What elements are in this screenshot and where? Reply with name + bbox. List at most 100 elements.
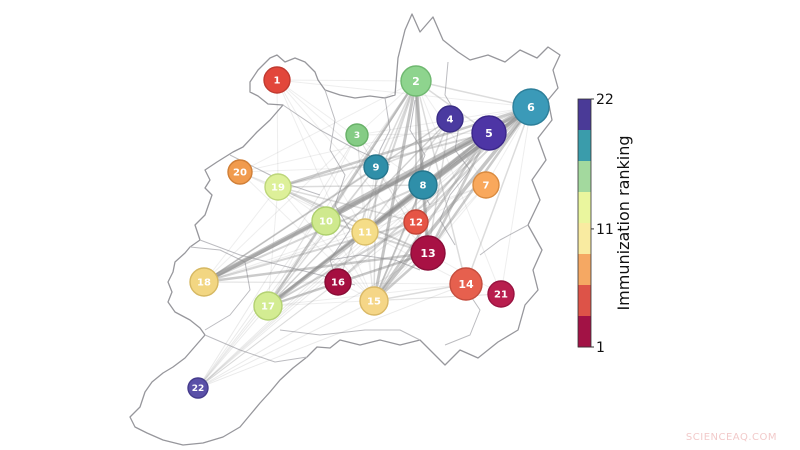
edge-22-14	[197, 283, 467, 389]
edge-7-18	[203, 184, 487, 283]
edge-16-2	[337, 80, 417, 283]
node-19[interactable]: 19	[264, 173, 292, 201]
edge-1-15	[276, 79, 375, 302]
node-circle-18[interactable]	[189, 267, 219, 297]
node-1[interactable]: 1	[263, 66, 291, 94]
edge-19-13	[277, 186, 429, 254]
node-circle-8[interactable]	[408, 170, 438, 200]
node-8[interactable]: 8	[408, 170, 438, 200]
edge-22-12	[197, 221, 417, 389]
edge-21-2	[415, 80, 502, 295]
edge-11-18	[203, 231, 366, 283]
edge-22-13	[197, 252, 429, 389]
node-circle-1[interactable]	[263, 66, 291, 94]
node-circle-6[interactable]	[512, 88, 550, 126]
node-13[interactable]: 13	[410, 235, 446, 271]
edge-5-13	[426, 132, 491, 254]
edge-1-2	[276, 79, 417, 82]
node-circle-14[interactable]	[449, 267, 483, 301]
colorbar-tick-label-22: 22	[596, 92, 614, 108]
node-circle-3[interactable]	[345, 123, 369, 147]
node-circle-12[interactable]	[403, 209, 429, 235]
node-label-18: 18	[197, 278, 211, 289]
node-20[interactable]: 20	[227, 159, 253, 185]
node-14[interactable]: 14	[449, 267, 483, 301]
edge-21-15	[373, 293, 502, 302]
colorbar-band-7	[578, 316, 591, 348]
node-label-9: 9	[373, 163, 380, 174]
edge-11-2	[364, 80, 417, 233]
edge-3-11	[356, 134, 366, 233]
node-label-4: 4	[447, 115, 454, 126]
node-circle-17[interactable]	[253, 291, 283, 321]
node-label-14: 14	[458, 278, 474, 291]
watermark-text: SCIENCEAQ.COM	[686, 432, 777, 443]
edge-22-17	[197, 305, 269, 389]
edge-20-15	[239, 171, 375, 302]
node-circle-13[interactable]	[410, 235, 446, 271]
node-9[interactable]: 9	[363, 154, 389, 180]
node-label-10: 10	[319, 217, 333, 228]
node-circle-20[interactable]	[227, 159, 253, 185]
edge-22-2	[197, 80, 417, 389]
node-label-17: 17	[261, 302, 275, 313]
node-circle-4[interactable]	[436, 105, 464, 133]
colorbar-band-6	[578, 285, 591, 317]
node-circle-16[interactable]	[324, 268, 352, 296]
node-7[interactable]: 7	[472, 171, 500, 199]
node-3[interactable]: 3	[345, 123, 369, 147]
node-circle-2[interactable]	[400, 65, 432, 97]
edge-15-8	[373, 184, 424, 302]
node-10[interactable]: 10	[311, 206, 341, 236]
node-circle-22[interactable]	[187, 377, 209, 399]
node-circle-7[interactable]	[472, 171, 500, 199]
colorbar-band-1	[578, 130, 591, 162]
node-18[interactable]: 18	[189, 267, 219, 297]
edge-22-6	[197, 106, 532, 389]
node-6[interactable]: 6	[512, 88, 550, 126]
edge-1-9	[276, 79, 377, 168]
edge-19-8	[277, 184, 424, 188]
node-4[interactable]: 4	[436, 105, 464, 133]
node-17[interactable]: 17	[253, 291, 283, 321]
colorbar-band-5	[578, 254, 591, 286]
node-circle-21[interactable]	[487, 280, 515, 308]
node-2[interactable]: 2	[400, 65, 432, 97]
node-label-19: 19	[271, 183, 285, 194]
colorbar-band-2	[578, 161, 591, 193]
edge-2-9	[375, 80, 417, 168]
node-label-12: 12	[409, 218, 423, 229]
edge-20-2	[239, 80, 417, 173]
edge-17-2	[266, 80, 418, 307]
edge-22-16	[197, 281, 339, 389]
node-21[interactable]: 21	[487, 280, 515, 308]
node-11[interactable]: 11	[351, 218, 379, 246]
node-label-8: 8	[420, 181, 427, 192]
colorbar-title: Immunization ranking	[614, 135, 633, 310]
node-15[interactable]: 15	[359, 286, 389, 316]
node-circle-9[interactable]	[363, 154, 389, 180]
node-circle-19[interactable]	[264, 173, 292, 201]
node-circle-5[interactable]	[471, 115, 507, 151]
node-22[interactable]: 22	[187, 377, 209, 399]
node-label-15: 15	[367, 297, 381, 308]
node-16[interactable]: 16	[324, 268, 352, 296]
node-label-16: 16	[331, 278, 345, 289]
edge-3-18	[203, 134, 358, 283]
edge-14-2	[415, 80, 467, 285]
edge-18-4	[203, 118, 451, 283]
node-5[interactable]: 5	[471, 115, 507, 151]
node-12[interactable]: 12	[403, 209, 429, 235]
colorbar-band-4	[578, 223, 591, 255]
node-label-5: 5	[485, 127, 493, 140]
node-circle-11[interactable]	[351, 218, 379, 246]
node-label-6: 6	[527, 101, 535, 114]
colorbar-band-0	[578, 99, 591, 131]
node-circle-15[interactable]	[359, 286, 389, 316]
edge-20-9	[239, 166, 377, 173]
node-circle-10[interactable]	[311, 206, 341, 236]
edge-14-6	[465, 106, 532, 285]
